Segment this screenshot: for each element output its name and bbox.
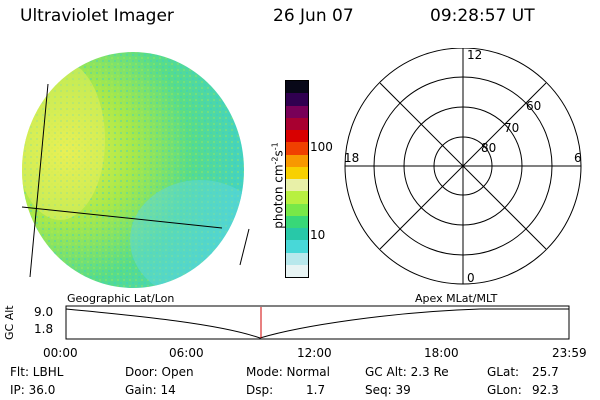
limb-marker [239, 228, 250, 266]
mlat-label-80: 80 [481, 141, 496, 155]
colorbar-band [286, 203, 308, 216]
observation-time: 09:28:57 UT [430, 6, 535, 26]
mlt-label-12: 12 [467, 48, 482, 62]
colorbar-band [286, 228, 308, 241]
colorbar-band [286, 81, 308, 94]
colorbar-tick-100: 100 [310, 140, 333, 154]
status-mode: Mode: Normal [246, 365, 330, 379]
timeline-left-label: Geographic Lat/Lon [67, 292, 175, 305]
status-door: Door: Open [125, 365, 194, 379]
colorbar-band [286, 142, 308, 155]
timeline-xtick-2: 12:00 [297, 346, 332, 360]
status-glon-label: GLon: [487, 383, 522, 397]
status-ip: IP: 36.0 [10, 383, 56, 397]
mlt-label-0: 0 [467, 271, 475, 285]
status-gc-alt: GC Alt: 2.3 Re [365, 365, 449, 379]
colorbar-tick-10: 10 [310, 228, 326, 242]
mlat-label-70: 70 [504, 121, 519, 135]
timeline-xtick-4: 23:59 [552, 346, 587, 360]
mlt-label-18: 18 [344, 151, 359, 165]
timeline-ytick-min: 1.8 [34, 322, 54, 336]
colorbar-band [286, 154, 308, 167]
colorbar-band [286, 93, 308, 106]
longitude-line [29, 83, 49, 278]
timeline-xtick-1: 06:00 [169, 346, 204, 360]
colorbar-units: photon cm-2s-1 [270, 142, 286, 229]
observation-date: 26 Jun 07 [273, 6, 354, 26]
colorbar-band [286, 117, 308, 130]
status-gain: Gain: 14 [125, 383, 176, 397]
status-glat-value: 25.7 [532, 365, 559, 379]
polar-mlat-mlt-plot: 12 18 6 0 60 70 80 [344, 48, 582, 285]
colorbar-band [286, 252, 308, 265]
timeline-frame [65, 305, 570, 340]
status-glat-label: GLat: [487, 365, 520, 379]
imager-title: Ultraviolet Imager [20, 6, 174, 26]
altitude-curve [65, 308, 569, 339]
timeline-axis-title: GC Alt [3, 305, 16, 340]
timeline-right-label: Apex MLat/MLT [415, 292, 498, 305]
status-glon-value: 92.3 [532, 383, 559, 397]
colorbar-band [286, 130, 308, 143]
colorbar-band [286, 240, 308, 253]
status-dsp-label: Dsp: [246, 383, 274, 397]
color-bar [285, 80, 309, 278]
timeline-xtick-0: 00:00 [43, 346, 78, 360]
status-filter: Flt: LBHL [10, 365, 64, 379]
colorbar-band [286, 191, 308, 204]
colorbar-band [286, 264, 308, 277]
mlat-label-60: 60 [526, 99, 541, 113]
status-seq: Seq: 39 [365, 383, 411, 397]
colorbar-band [286, 179, 308, 192]
polar-diagonal-2 [379, 82, 547, 250]
orbit-altitude-strip [65, 305, 570, 340]
latitude-line [21, 206, 223, 229]
timeline-ytick-max: 9.0 [34, 305, 54, 319]
mlt-label-6: 6 [574, 151, 582, 165]
timeline-xtick-3: 18:00 [424, 346, 459, 360]
dayside-glow [22, 60, 105, 220]
status-dsp-value: 1.7 [306, 383, 326, 397]
colorbar-band [286, 215, 308, 228]
colorbar-band [286, 105, 308, 118]
uv-image-panel [21, 52, 250, 288]
colorbar-band [286, 166, 308, 179]
